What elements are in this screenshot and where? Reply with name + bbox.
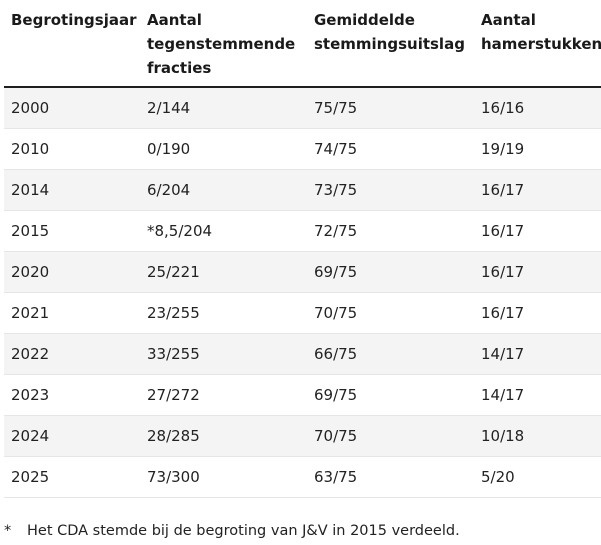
cell-tegenstemmende-fracties: *8,5/204 bbox=[140, 210, 307, 252]
voting-table: Begrotingsjaar Aantal tegenstemmende fra… bbox=[4, 0, 601, 498]
cell-stemmingsuitslag: 66/75 bbox=[307, 333, 474, 375]
header-line: fracties bbox=[147, 59, 212, 77]
table-row: 2021 23/255 70/75 16/17 bbox=[4, 292, 601, 334]
cell-stemmingsuitslag: 72/75 bbox=[307, 210, 474, 252]
header-row: Begrotingsjaar Aantal tegenstemmende fra… bbox=[4, 0, 601, 88]
cell-tegenstemmende-fracties: 25/221 bbox=[140, 251, 307, 293]
cell-begrotingsjaar: 2022 bbox=[4, 333, 140, 375]
cell-stemmingsuitslag: 75/75 bbox=[307, 87, 474, 129]
table-row: 2014 6/204 73/75 16/17 bbox=[4, 169, 601, 211]
cell-hamerstukken: 16/17 bbox=[474, 210, 601, 252]
cell-begrotingsjaar: 2000 bbox=[4, 87, 140, 129]
cell-hamerstukken: 14/17 bbox=[474, 333, 601, 375]
cell-hamerstukken: 16/17 bbox=[474, 292, 601, 334]
cell-stemmingsuitslag: 70/75 bbox=[307, 292, 474, 334]
cell-hamerstukken: 16/16 bbox=[474, 87, 601, 129]
table-row: 2010 0/190 74/75 19/19 bbox=[4, 128, 601, 170]
cell-hamerstukken: 10/18 bbox=[474, 415, 601, 457]
cell-tegenstemmende-fracties: 6/204 bbox=[140, 169, 307, 211]
table-body: 2000 2/144 75/75 16/16 2010 0/190 74/75 19/19 20… bbox=[4, 87, 601, 498]
cell-begrotingsjaar: 2021 bbox=[4, 292, 140, 334]
header-line: Gemiddelde bbox=[314, 11, 415, 29]
cell-tegenstemmende-fracties: 33/255 bbox=[140, 333, 307, 375]
cell-begrotingsjaar: 2023 bbox=[4, 374, 140, 416]
cell-tegenstemmende-fracties: 27/272 bbox=[140, 374, 307, 416]
cell-hamerstukken: 16/17 bbox=[474, 251, 601, 293]
footnote: * Het CDA stemde bij de begroting van J&V… bbox=[4, 521, 594, 541]
cell-begrotingsjaar: 2010 bbox=[4, 128, 140, 170]
table-header: Begrotingsjaar Aantal tegenstemmende fra… bbox=[4, 0, 601, 88]
cell-begrotingsjaar: 2020 bbox=[4, 251, 140, 293]
cell-stemmingsuitslag: 70/75 bbox=[307, 415, 474, 457]
header-tegenstemmende-fracties: Aantal tegenstemmende fracties bbox=[140, 0, 307, 88]
header-line: Aantal bbox=[481, 11, 536, 29]
cell-hamerstukken: 14/17 bbox=[474, 374, 601, 416]
cell-stemmingsuitslag: 74/75 bbox=[307, 128, 474, 170]
cell-hamerstukken: 19/19 bbox=[474, 128, 601, 170]
header-line: stemmingsuitslag bbox=[314, 35, 465, 53]
cell-tegenstemmende-fracties: 0/190 bbox=[140, 128, 307, 170]
table-row: 2022 33/255 66/75 14/17 bbox=[4, 333, 601, 375]
table-row: 2020 25/221 69/75 16/17 bbox=[4, 251, 601, 293]
cell-begrotingsjaar: 2024 bbox=[4, 415, 140, 457]
cell-stemmingsuitslag: 63/75 bbox=[307, 456, 474, 498]
table-row: 2023 27/272 69/75 14/17 bbox=[4, 374, 601, 416]
table-row: 2000 2/144 75/75 16/16 bbox=[4, 87, 601, 129]
cell-begrotingsjaar: 2015 bbox=[4, 210, 140, 252]
header-begrotingsjaar: Begrotingsjaar bbox=[4, 0, 140, 88]
header-line: hamerstukken bbox=[481, 35, 601, 53]
footnote-marker: * bbox=[4, 523, 12, 539]
header-stemmingsuitslag: Gemiddelde stemmingsuitslag bbox=[307, 0, 474, 88]
cell-stemmingsuitslag: 69/75 bbox=[307, 374, 474, 416]
cell-hamerstukken: 16/17 bbox=[474, 169, 601, 211]
header-hamerstukken: Aantal hamerstukken bbox=[474, 0, 601, 88]
table-row: 2025 73/300 63/75 5/20 bbox=[4, 456, 601, 498]
cell-begrotingsjaar: 2025 bbox=[4, 456, 140, 498]
cell-tegenstemmende-fracties: 28/285 bbox=[140, 415, 307, 457]
cell-tegenstemmende-fracties: 23/255 bbox=[140, 292, 307, 334]
cell-begrotingsjaar: 2014 bbox=[4, 169, 140, 211]
cell-hamerstukken: 5/20 bbox=[474, 456, 601, 498]
cell-stemmingsuitslag: 69/75 bbox=[307, 251, 474, 293]
header-line: Aantal bbox=[147, 11, 202, 29]
header-line: tegenstemmende bbox=[147, 35, 296, 53]
cell-tegenstemmende-fracties: 73/300 bbox=[140, 456, 307, 498]
table-row: 2024 28/285 70/75 10/18 bbox=[4, 415, 601, 457]
table-row: 2015 *8,5/204 72/75 16/17 bbox=[4, 210, 601, 252]
cell-stemmingsuitslag: 73/75 bbox=[307, 169, 474, 211]
header-line: Begrotingsjaar bbox=[11, 11, 137, 29]
footnote-text: Het CDA stemde bij de begroting van J&V … bbox=[27, 523, 460, 539]
cell-tegenstemmende-fracties: 2/144 bbox=[140, 87, 307, 129]
